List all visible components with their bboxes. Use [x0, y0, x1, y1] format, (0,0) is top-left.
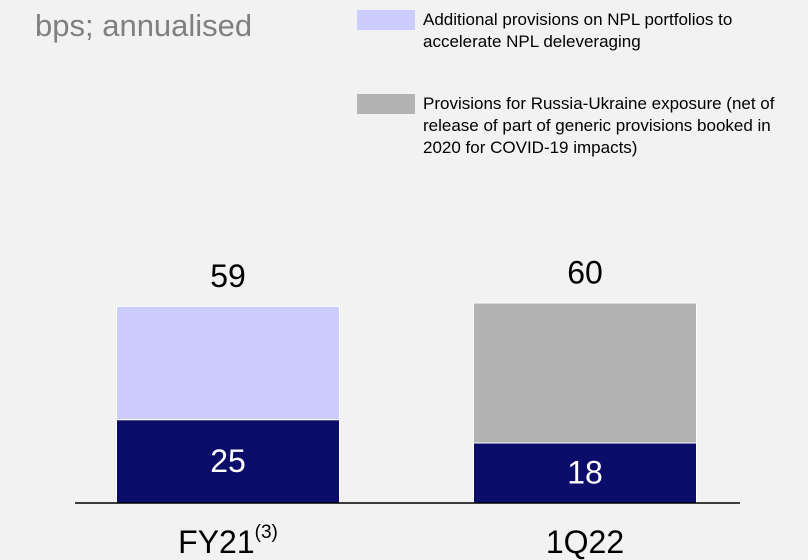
legend-label: Additional provisions on NPL portfolios … — [423, 10, 733, 51]
legend-swatch — [357, 94, 415, 114]
x-tick-label: 1Q22 — [546, 524, 624, 560]
bar-segment — [116, 419, 340, 504]
legend-item: Additional provisions on NPL portfolios … — [357, 10, 797, 53]
bar-segment — [473, 302, 697, 444]
total-label: 59 — [210, 258, 246, 294]
bar-segment — [116, 305, 340, 421]
legend-label: Provisions for Russia-Ukraine exposure (… — [423, 94, 775, 157]
total-label: 60 — [567, 254, 603, 290]
category-name: FY21 — [178, 524, 254, 560]
chart-title: bps; annualised — [35, 8, 252, 43]
category-superscript: (3) — [255, 522, 278, 543]
data-label: 25 — [210, 443, 246, 479]
data-label: 18 — [567, 454, 603, 490]
category-name: 1Q22 — [546, 524, 624, 560]
x-tick-label: FY21(3) — [178, 522, 278, 560]
legend-item: Provisions for Russia-Ukraine exposure (… — [357, 94, 797, 159]
legend-swatch — [357, 10, 415, 30]
bar-segment — [473, 442, 697, 504]
